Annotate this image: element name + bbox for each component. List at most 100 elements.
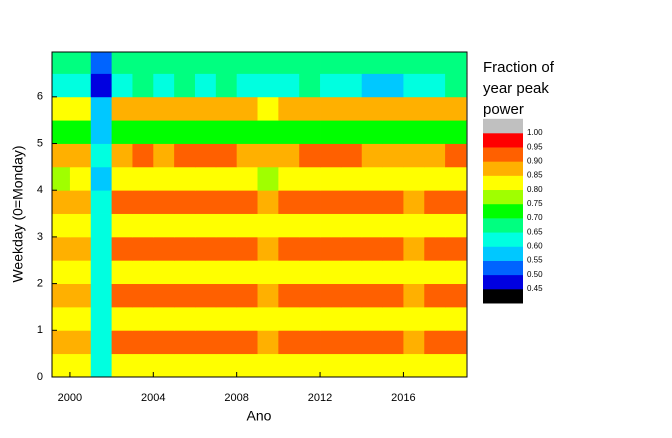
heat-cell (382, 353, 404, 377)
heat-cell (403, 213, 425, 238)
heat-cell (194, 283, 217, 308)
heat-cell (90, 283, 113, 308)
heat-cell (257, 283, 279, 308)
heat-cell (194, 236, 217, 261)
heat-cell (320, 236, 342, 261)
heat-cell (320, 52, 342, 74)
heat-cell (299, 353, 321, 377)
heat-cell (299, 52, 321, 74)
heat-cell (52, 52, 71, 74)
heat-cell (320, 330, 342, 355)
heat-cell (340, 353, 363, 377)
heat-cell (236, 120, 258, 144)
heat-cell (215, 73, 238, 98)
heat-cell (194, 143, 217, 168)
heat-cell (445, 190, 467, 214)
heat-cell (52, 190, 71, 214)
y-axis-label: Weekday (0=Monday) (10, 145, 26, 282)
heat-cell (69, 213, 92, 238)
heat-cell (174, 96, 196, 121)
heat-cell (236, 52, 258, 74)
heat-cell (445, 330, 467, 355)
heat-cell (90, 213, 113, 238)
heat-cell (278, 330, 300, 355)
heat-cell (361, 330, 383, 355)
heat-cell (194, 96, 217, 121)
colorbar-tick-label: 0.60 (527, 242, 543, 251)
heat-cell (215, 236, 238, 261)
colorbar-tick-label: 0.55 (527, 256, 543, 265)
heat-cell (52, 236, 71, 261)
colorbar-tick-label: 0.85 (527, 171, 543, 180)
heat-cell (278, 73, 300, 98)
heat-cell (403, 190, 425, 214)
colorbar-tick-label: 0.70 (527, 213, 543, 222)
heat-cell (445, 73, 467, 98)
heat-cell (236, 283, 258, 308)
heat-cell (132, 52, 154, 74)
heat-cell (153, 190, 175, 214)
heat-cell (257, 143, 279, 168)
heat-cell (111, 353, 133, 377)
heat-cell (90, 260, 113, 285)
x-axis-label: Ano (247, 408, 272, 424)
heat-cell (174, 213, 196, 238)
heat-cell (69, 260, 92, 285)
y-tick-label: 3 (37, 231, 43, 243)
heat-cell (382, 143, 404, 168)
heat-cell (174, 306, 196, 331)
heat-cell (132, 120, 154, 144)
heat-cell (361, 306, 383, 331)
heat-cell (403, 330, 425, 355)
heat-cell (132, 260, 154, 285)
heat-cell (382, 120, 404, 144)
colorbar-tick-label: 0.95 (527, 142, 543, 151)
heat-cell (299, 120, 321, 144)
x-tick-label: 2012 (308, 392, 332, 404)
heat-cell (111, 166, 133, 191)
heat-cell (194, 306, 217, 331)
heat-cell (174, 330, 196, 355)
heat-cell (174, 260, 196, 285)
heat-cell (403, 283, 425, 308)
heat-cell (278, 143, 300, 168)
colorbar-tick-label: 0.75 (527, 199, 543, 208)
heat-cell (111, 96, 133, 121)
heat-cell (278, 353, 300, 377)
heat-cell (257, 166, 279, 191)
heat-cell (299, 190, 321, 214)
heat-cell (424, 260, 446, 285)
heat-cell (403, 120, 425, 144)
heat-cell (236, 236, 258, 261)
heat-cell (52, 96, 71, 121)
colorbar-band (483, 246, 523, 261)
heat-cell (215, 306, 238, 331)
x-tick-label: 2000 (58, 392, 82, 404)
heat-cell (403, 166, 425, 191)
heat-cell (299, 260, 321, 285)
heat-cell (132, 283, 154, 308)
heat-cell (236, 73, 258, 98)
heat-cell (174, 73, 196, 98)
heat-cell (445, 236, 467, 261)
heat-cell (320, 213, 342, 238)
heat-cell (257, 52, 279, 74)
heat-cell (236, 330, 258, 355)
heat-cell (52, 283, 71, 308)
heat-cell (403, 96, 425, 121)
heat-cell (257, 73, 279, 98)
heat-cell (132, 330, 154, 355)
heat-cell (382, 213, 404, 238)
heat-cell (382, 260, 404, 285)
heat-cell (111, 306, 133, 331)
heat-cell (69, 283, 92, 308)
heat-cell (340, 190, 363, 214)
heat-cell (445, 213, 467, 238)
heat-cell (69, 143, 92, 168)
y-tick-label: 1 (37, 324, 43, 336)
heat-cell (111, 260, 133, 285)
heat-cell (153, 120, 175, 144)
heat-cell (320, 96, 342, 121)
heat-cell (215, 143, 238, 168)
heat-cell (111, 283, 133, 308)
